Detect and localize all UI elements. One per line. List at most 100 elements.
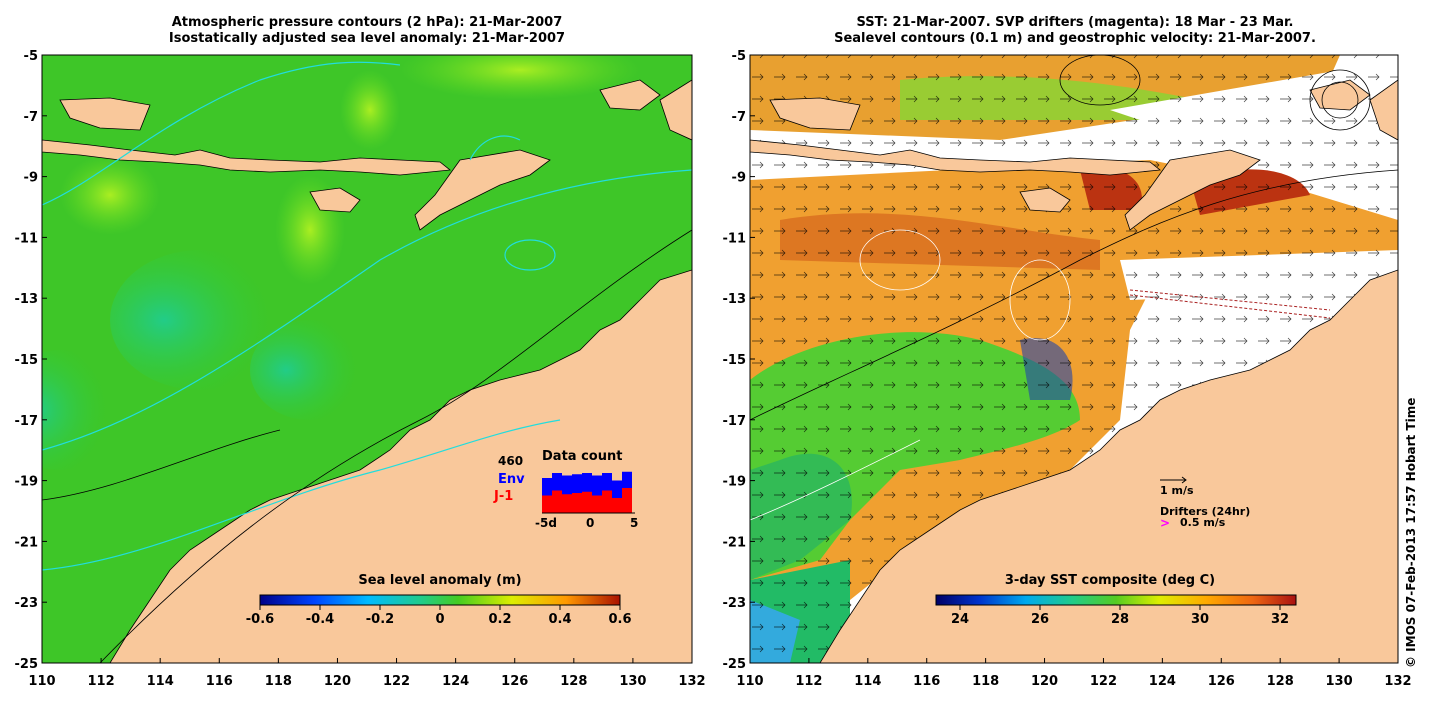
x-tick-label: 124 bbox=[442, 674, 469, 689]
y-tick-label: -13 bbox=[15, 292, 39, 307]
colorbar-tick-label: -0.2 bbox=[366, 612, 394, 627]
data-count-j1-bar bbox=[582, 491, 592, 513]
left-x-axis: 110 112 114 116 118 120 122 124 126 128 130 132 bbox=[28, 658, 706, 689]
right-colorbar: 3-day SST composite (deg C) 24 26 28 30 32 bbox=[935, 573, 1297, 627]
x-tick-label: 128 bbox=[1267, 674, 1294, 689]
y-tick-label: -25 bbox=[723, 657, 747, 672]
data-count-j1-bar bbox=[542, 495, 552, 513]
data-count-xtick-2: 5 bbox=[630, 516, 638, 530]
data-count-j1-bar bbox=[562, 494, 572, 513]
x-tick-label: 122 bbox=[383, 674, 410, 689]
x-tick-label: 114 bbox=[147, 674, 174, 689]
x-tick-label: 126 bbox=[1208, 674, 1235, 689]
colorbar-tick-label: 0.2 bbox=[488, 612, 511, 627]
data-count-env-label: Env bbox=[498, 472, 525, 487]
colorbar-tick-label: 0.6 bbox=[608, 612, 631, 627]
data-count-env-bar bbox=[592, 475, 602, 513]
x-tick-label: 112 bbox=[795, 674, 822, 689]
left-title-line1: Atmospheric pressure contours (2 hPa): 2… bbox=[171, 15, 563, 30]
drifter-scale-label: 0.5 m/s bbox=[1180, 516, 1226, 529]
colorbar-tick-label: 28 bbox=[1111, 612, 1129, 627]
left-colorbar: Sea level anomaly (m) -0.6 -0.4 -0.2 0 0.2 0.… bbox=[246, 573, 632, 627]
colorbar-tick-label: 24 bbox=[951, 612, 969, 627]
data-count-j1-bar bbox=[572, 493, 582, 513]
x-tick-label: 110 bbox=[736, 674, 763, 689]
data-count-xtick-1: 0 bbox=[586, 516, 594, 530]
right-colorbar-title: 3-day SST composite (deg C) bbox=[1005, 573, 1215, 588]
x-tick-label: 120 bbox=[324, 674, 351, 689]
x-tick-label: 130 bbox=[619, 674, 646, 689]
right-colorbar-ticks: 24 26 28 30 32 bbox=[951, 605, 1289, 627]
x-tick-label: 120 bbox=[1031, 674, 1058, 689]
data-count-env-bar bbox=[612, 480, 622, 513]
y-tick-label: -7 bbox=[24, 110, 38, 125]
right-title-line1: SST: 21-Mar-2007. SVP drifters (magenta)… bbox=[856, 15, 1294, 30]
x-tick-label: 132 bbox=[678, 674, 705, 689]
x-tick-label: 112 bbox=[88, 674, 115, 689]
left-map-title: Atmospheric pressure contours (2 hPa): 2… bbox=[42, 15, 692, 47]
y-tick-label: -5 bbox=[24, 49, 38, 64]
data-count-total: 460 bbox=[498, 454, 523, 468]
data-count-j1-bar bbox=[612, 498, 622, 513]
y-tick-label: -21 bbox=[15, 535, 39, 550]
y-tick-label: -19 bbox=[15, 475, 39, 490]
colorbar-tick-label: 0 bbox=[435, 612, 444, 627]
data-count-j1-label: J-1 bbox=[493, 489, 513, 504]
right-title-line2: Sealevel contours (0.1 m) and geostrophi… bbox=[834, 31, 1316, 46]
colorbar-tick-label: -0.4 bbox=[306, 612, 334, 627]
y-tick-label: -15 bbox=[15, 353, 39, 368]
left-y-axis: -5 -7 -9 -11 -13 -15 -17 -19 -21 -23 -25 bbox=[15, 49, 47, 672]
y-tick-label: -5 bbox=[732, 49, 746, 64]
x-tick-label: 132 bbox=[1384, 674, 1411, 689]
left-colorbar-title: Sea level anomaly (m) bbox=[358, 573, 521, 588]
x-tick-label: 130 bbox=[1326, 674, 1353, 689]
y-tick-label: -17 bbox=[723, 414, 747, 429]
x-tick-label: 122 bbox=[1090, 674, 1117, 689]
drifters-legend-label: Drifters (24hr) bbox=[1160, 505, 1250, 518]
y-tick-label: -23 bbox=[15, 596, 39, 611]
y-tick-label: -9 bbox=[732, 171, 746, 186]
left-colorbar-ticks: -0.6 -0.4 -0.2 0 0.2 0.4 0.6 bbox=[246, 605, 632, 627]
colorbar-tick-label: 30 bbox=[1191, 612, 1209, 627]
y-tick-label: -15 bbox=[723, 353, 747, 368]
x-tick-label: 118 bbox=[972, 674, 999, 689]
data-count-xtick-0: -5d bbox=[535, 516, 557, 530]
x-tick-label: 116 bbox=[913, 674, 940, 689]
y-tick-label: -25 bbox=[15, 657, 39, 672]
data-count-bars bbox=[542, 471, 632, 513]
data-count-j1-bar bbox=[602, 490, 612, 513]
drifter-scale-icon: > bbox=[1160, 516, 1170, 530]
right-y-axis: -5 -7 -9 -11 -13 -15 -17 -19 -21 -23 -25 bbox=[723, 49, 755, 672]
colorbar-tick-label: 32 bbox=[1271, 612, 1289, 627]
y-tick-label: -11 bbox=[15, 231, 39, 246]
x-tick-label: 118 bbox=[265, 674, 292, 689]
x-tick-label: 124 bbox=[1149, 674, 1176, 689]
left-map: 110 112 114 116 118 120 122 124 126 128 130 132 -5-… bbox=[15, 49, 706, 689]
right-x-axis: 110 112 114 116 118 120 122 124 126 128 130 132 bbox=[736, 658, 1412, 689]
left-title-line2: Isostatically adjusted sea level anomaly… bbox=[168, 31, 566, 46]
data-count-title: Data count bbox=[542, 449, 622, 464]
y-tick-label: -7 bbox=[732, 110, 746, 125]
y-tick-label: -23 bbox=[723, 596, 747, 611]
y-tick-label: -11 bbox=[723, 231, 747, 246]
y-tick-label: -19 bbox=[723, 475, 747, 490]
x-tick-label: 128 bbox=[560, 674, 587, 689]
y-tick-label: -9 bbox=[24, 171, 38, 186]
copyright-notice: © IMOS 07-Feb-2013 17:57 Hobart Time bbox=[1404, 397, 1418, 668]
velocity-legend-label: 1 m/s bbox=[1160, 484, 1194, 497]
y-tick-label: -21 bbox=[723, 535, 747, 550]
colorbar-tick-label: -0.6 bbox=[246, 612, 274, 627]
x-tick-label: 114 bbox=[854, 674, 881, 689]
data-count-j1-bar bbox=[592, 495, 602, 513]
y-tick-label: -13 bbox=[723, 292, 747, 307]
right-map-title: SST: 21-Mar-2007. SVP drifters (magenta)… bbox=[750, 15, 1400, 47]
y-tick-label: -17 bbox=[15, 414, 39, 429]
colorbar-tick-label: 0.4 bbox=[548, 612, 571, 627]
data-count-j1-bar bbox=[622, 488, 632, 513]
data-count-j1-bar bbox=[552, 490, 562, 513]
x-tick-label: 116 bbox=[206, 674, 233, 689]
x-tick-label: 126 bbox=[501, 674, 528, 689]
colorbar-tick-label: 26 bbox=[1031, 612, 1049, 627]
data-count-inset: 460 Env J-1 Data count -5d 0 5 bbox=[493, 449, 638, 530]
